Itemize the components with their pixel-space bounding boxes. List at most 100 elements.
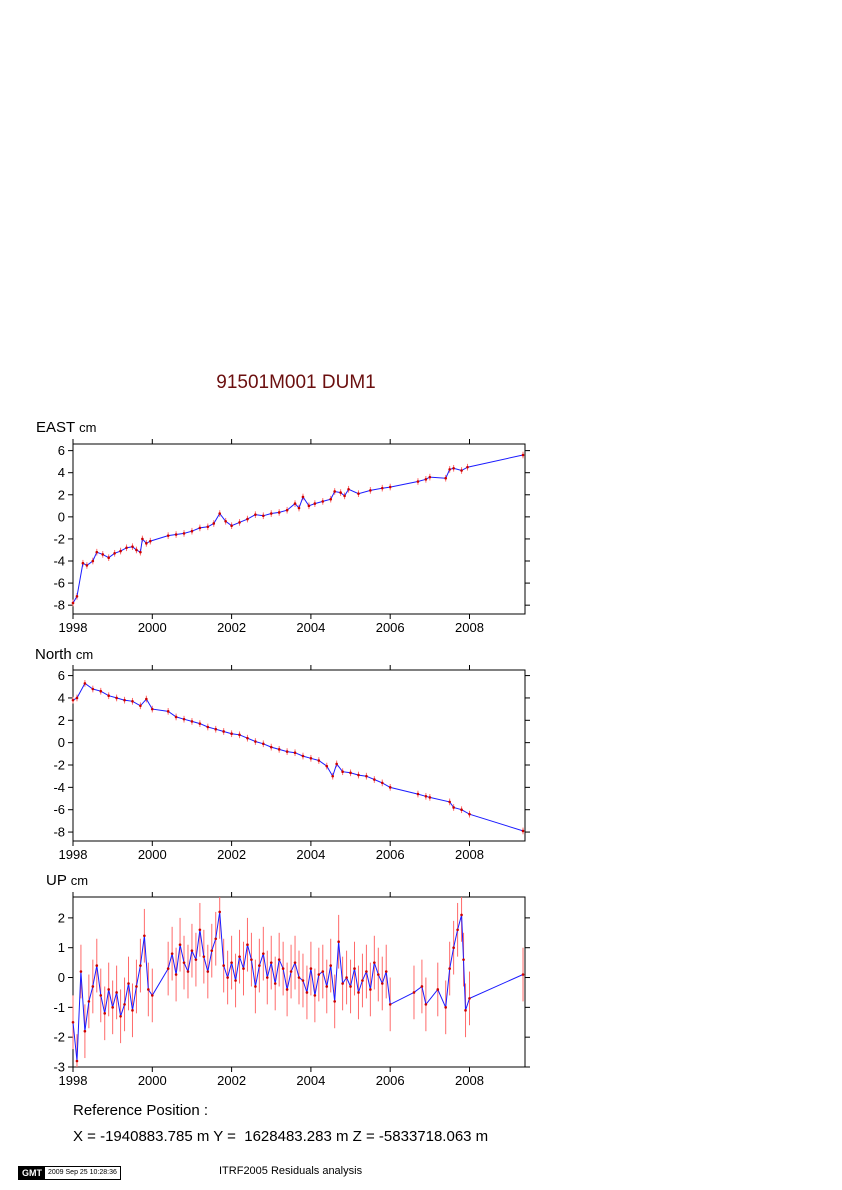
reference-coordinates: X = -1940883.785 m Y = 1628483.283 m Z =… <box>73 1128 489 1145</box>
up-data-point <box>107 988 110 991</box>
up-data-point <box>277 958 281 961</box>
north-data-point <box>139 704 142 708</box>
north-data-point <box>373 778 376 781</box>
east-data-point <box>85 564 89 567</box>
north-data-point <box>448 800 451 804</box>
up-data-point <box>246 943 249 947</box>
up-data-point <box>250 958 253 961</box>
up-x-tick-label: 2006 <box>376 1073 405 1088</box>
up-data-point <box>242 967 245 970</box>
up-data-point <box>166 967 170 970</box>
east-data-point <box>139 550 142 554</box>
east-x-tick-label: 2002 <box>217 620 246 635</box>
north-x-tick-label: 2008 <box>455 847 484 862</box>
up-data-point <box>301 979 305 982</box>
east-data-point <box>424 478 428 481</box>
up-data-point <box>174 973 178 976</box>
north-y-tick-label: 4 <box>58 690 65 705</box>
east-y-tick-label: -2 <box>53 531 65 546</box>
north-chart: 1998 2000 2002 2004 2006 2008 6 4 2 0 -2 -4 -6 -8 <box>53 665 530 862</box>
north-data-point <box>331 774 335 778</box>
north-y-tick-label: -2 <box>53 758 65 773</box>
up-data-point <box>234 979 237 982</box>
up-data-point <box>462 958 465 961</box>
north-data-point <box>452 806 455 809</box>
east-x-tick-label: 2008 <box>455 620 484 635</box>
north-unit: cm <box>75 647 94 662</box>
east-data-point <box>444 476 448 480</box>
up-data-point <box>143 934 146 938</box>
east-series-line <box>72 454 524 604</box>
up-data-point <box>285 988 289 991</box>
up-data-point <box>150 994 154 997</box>
north-data-point <box>91 687 95 691</box>
north-data-point <box>115 696 118 700</box>
up-data-point <box>325 985 329 988</box>
up-data-point <box>71 1020 75 1024</box>
up-plot-frame <box>72 896 526 1068</box>
page-title: 91501M001 DUM1 <box>216 372 376 393</box>
north-data-point <box>293 751 297 755</box>
up-data-point <box>388 1003 392 1006</box>
up-data-point <box>357 991 360 994</box>
up-x-tick-label: 2000 <box>138 1073 167 1088</box>
north-data-point <box>107 694 110 698</box>
east-x-tick-label: 2004 <box>296 620 325 635</box>
north-data-point <box>424 794 428 798</box>
up-x-tick-label: 2002 <box>217 1073 246 1088</box>
north-data-point <box>198 722 202 725</box>
north-data-point <box>190 720 194 723</box>
east-data-point <box>238 521 241 524</box>
up-data-point <box>329 964 333 967</box>
north-data-point <box>71 698 75 702</box>
up-data-point <box>273 982 277 985</box>
gmt-stamp-box: GMT 2009 Sep 25 10:28:36 <box>18 1166 121 1180</box>
east-y-tick-label: 6 <box>58 443 65 458</box>
up-data-point <box>345 976 348 979</box>
north-data-point <box>277 748 281 751</box>
east-data-point <box>416 480 420 483</box>
up-data-point <box>214 937 218 941</box>
north-data-point <box>269 745 273 749</box>
east-data-point <box>388 485 392 489</box>
east-data-point <box>307 504 311 508</box>
east-data-point <box>369 489 372 492</box>
north-data-point <box>521 829 525 833</box>
east-data-point <box>313 502 317 505</box>
up-data-point <box>436 988 440 991</box>
north-data-point <box>83 682 87 685</box>
east-label: EAST <box>36 419 75 436</box>
east-data-point <box>380 486 384 490</box>
east-data-point <box>107 556 110 560</box>
north-data-point <box>349 771 352 775</box>
up-data-point <box>178 943 182 947</box>
east-data-point <box>347 487 350 491</box>
up-data-point <box>254 985 257 988</box>
east-data-point <box>357 492 360 495</box>
north-data-point <box>182 717 186 721</box>
east-plot-frame <box>72 443 526 615</box>
up-data-point <box>190 949 194 952</box>
north-data-point <box>206 725 210 729</box>
up-panel-label: UP cm <box>46 872 88 889</box>
up-data-point <box>353 967 356 970</box>
up-data-point <box>147 988 150 991</box>
up-data-point <box>218 910 222 914</box>
up-data-point <box>341 982 344 985</box>
gmt-logo: GMT <box>19 1167 45 1179</box>
east-y-tick-label: 0 <box>58 509 65 524</box>
east-unit: cm <box>79 420 97 435</box>
north-data-point <box>123 698 126 702</box>
east-data-point <box>277 511 281 514</box>
north-data-point <box>166 710 170 713</box>
north-data-point <box>246 736 249 740</box>
east-data-point <box>218 512 222 515</box>
north-y-tick-label: 2 <box>58 713 65 728</box>
east-data-point <box>466 465 469 469</box>
east-data-point <box>521 453 525 457</box>
east-data-point <box>269 512 273 515</box>
east-data-point <box>131 545 134 548</box>
east-x-tick-label: 1998 <box>59 620 88 635</box>
north-data-point <box>460 808 463 812</box>
east-y-tick-label: 2 <box>58 487 65 502</box>
